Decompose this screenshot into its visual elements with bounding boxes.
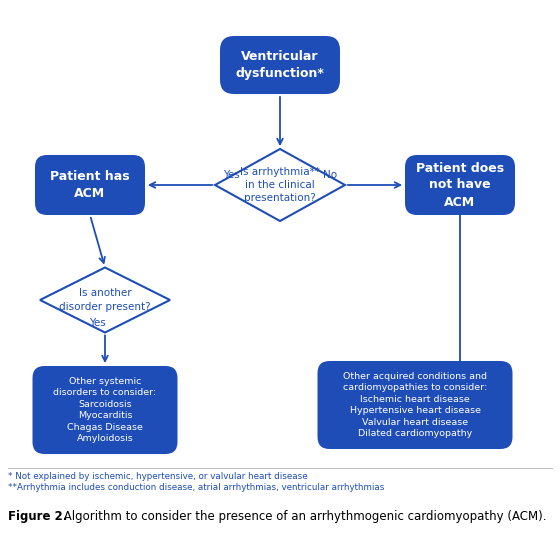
Text: **Arrhythmia includes conduction disease, atrial arrhythmias, ventricular arrhyt: **Arrhythmia includes conduction disease… bbox=[8, 483, 384, 492]
FancyBboxPatch shape bbox=[318, 361, 512, 449]
Text: Yes: Yes bbox=[223, 170, 240, 180]
Polygon shape bbox=[40, 267, 170, 333]
Text: No: No bbox=[323, 170, 337, 180]
Text: Ventricular
dysfunction*: Ventricular dysfunction* bbox=[236, 50, 324, 80]
Text: Other systemic
disorders to consider:
Sarcoidosis
Myocarditis
Chagas Disease
Amy: Other systemic disorders to consider: Sa… bbox=[53, 377, 157, 443]
Text: * Not explained by ischemic, hypertensive, or valvular heart disease: * Not explained by ischemic, hypertensiv… bbox=[8, 472, 307, 481]
FancyBboxPatch shape bbox=[32, 366, 178, 454]
Text: Patient has
ACM: Patient has ACM bbox=[50, 170, 130, 200]
Text: Figure 2.: Figure 2. bbox=[8, 510, 67, 523]
FancyBboxPatch shape bbox=[220, 36, 340, 94]
Text: Is another
disorder present?: Is another disorder present? bbox=[59, 288, 151, 312]
Text: Algorithm to consider the presence of an arrhythmogenic cardiomyopathy (ACM).: Algorithm to consider the presence of an… bbox=[60, 510, 547, 523]
Text: Patient does
not have
ACM: Patient does not have ACM bbox=[416, 162, 504, 208]
Text: Yes: Yes bbox=[89, 318, 106, 328]
FancyBboxPatch shape bbox=[405, 155, 515, 215]
FancyBboxPatch shape bbox=[35, 155, 145, 215]
Text: Other acquired conditions and
cardiomyopathies to consider:
Ischemic heart disea: Other acquired conditions and cardiomyop… bbox=[343, 372, 487, 438]
Text: Is arrhythmia**
in the clinical
presentation?: Is arrhythmia** in the clinical presenta… bbox=[240, 167, 320, 203]
Polygon shape bbox=[215, 149, 345, 221]
